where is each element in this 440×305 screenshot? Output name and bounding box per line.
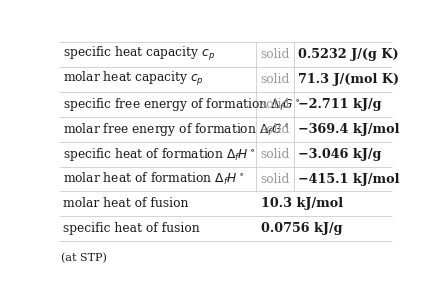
Text: specific heat of fusion: specific heat of fusion [63,222,200,235]
Text: 0.5232 J/(g K): 0.5232 J/(g K) [298,48,399,61]
Text: molar free energy of formation $\Delta_f G^\circ$: molar free energy of formation $\Delta_f… [63,120,289,138]
Text: solid: solid [260,148,290,160]
Text: molar heat of formation $\Delta_f H^\circ$: molar heat of formation $\Delta_f H^\cir… [63,171,245,187]
Text: specific free energy of formation $\Delta_f G^\circ$: specific free energy of formation $\Delt… [63,96,301,113]
Text: −369.4 kJ/mol: −369.4 kJ/mol [298,123,400,136]
Text: −415.1 kJ/mol: −415.1 kJ/mol [298,173,400,185]
Text: solid: solid [260,123,290,136]
Text: −3.046 kJ/g: −3.046 kJ/g [298,148,381,160]
Text: specific heat capacity $c_p$: specific heat capacity $c_p$ [63,45,215,63]
Text: molar heat of fusion: molar heat of fusion [63,197,189,210]
Text: solid: solid [260,48,290,61]
Text: −2.711 kJ/g: −2.711 kJ/g [298,98,381,111]
Text: solid: solid [260,98,290,111]
Text: 0.0756 kJ/g: 0.0756 kJ/g [260,222,342,235]
Text: solid: solid [260,73,290,86]
Text: solid: solid [260,173,290,185]
Text: 71.3 J/(mol K): 71.3 J/(mol K) [298,73,399,86]
Text: (at STP): (at STP) [61,253,106,264]
Text: specific heat of formation $\Delta_f H^\circ$: specific heat of formation $\Delta_f H^\… [63,145,256,163]
Text: 10.3 kJ/mol: 10.3 kJ/mol [260,197,343,210]
Text: molar heat capacity $c_p$: molar heat capacity $c_p$ [63,70,204,88]
